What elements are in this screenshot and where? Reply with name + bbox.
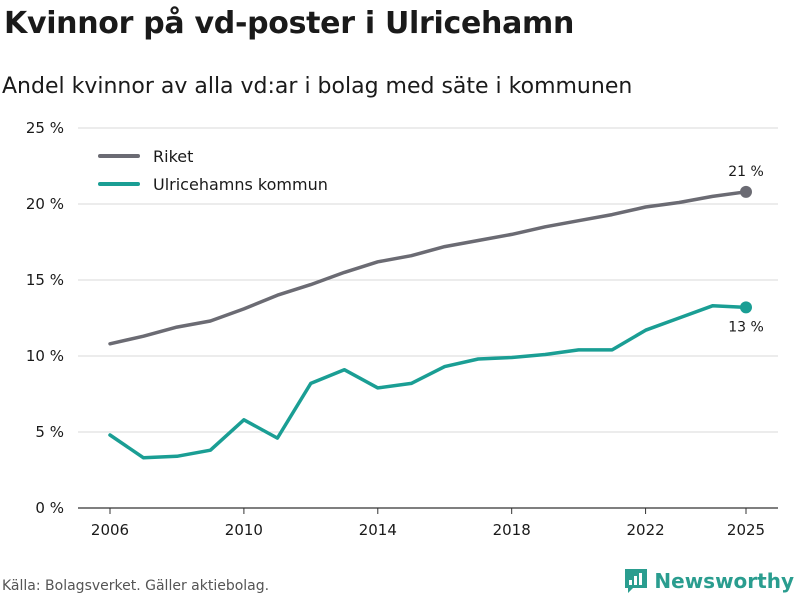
y-tick-label: 0 % xyxy=(35,499,64,517)
series-end-point-1 xyxy=(740,301,752,314)
x-tick-label: 2014 xyxy=(359,521,397,539)
y-tick-label: 10 % xyxy=(26,347,64,365)
y-tick-label: 5 % xyxy=(35,423,64,441)
chart-title: Kvinnor på vd-poster i Ulricehamn xyxy=(4,6,575,41)
y-tick-label: 20 % xyxy=(26,195,64,213)
x-tick-label: 2006 xyxy=(91,521,129,539)
x-tick-label: 2018 xyxy=(493,521,531,539)
series-end-label-0: 21 % xyxy=(728,164,764,180)
y-tick-label: 15 % xyxy=(26,271,64,289)
newsworthy-logo-icon xyxy=(625,569,648,593)
x-tick-label: 2025 xyxy=(727,521,765,539)
series-line-1 xyxy=(108,304,748,460)
brand-name: Newsworthy xyxy=(654,569,794,593)
brand-logo: Newsworthy xyxy=(624,568,794,594)
x-tick-label: 2022 xyxy=(626,521,664,539)
y-tick-label: 25 % xyxy=(26,119,64,137)
series-end-label-1: 13 % xyxy=(728,319,764,335)
source-note: Källa: Bolagsverket. Gäller aktiebolag. xyxy=(2,578,270,594)
legend-label-1: Ulricehamns kommun xyxy=(153,175,328,194)
series-end-point-0 xyxy=(740,185,752,198)
line-chart: 0 % 5 % 10 % 15 % 20 % 25 % 2006 2010 2014 2018 20… xyxy=(26,119,778,539)
series-line-0 xyxy=(108,190,748,346)
legend-label-0: Riket xyxy=(153,147,193,166)
chart-subtitle: Andel kvinnor av alla vd:ar i bolag med … xyxy=(2,74,633,99)
x-tick-label: 2010 xyxy=(225,521,263,539)
